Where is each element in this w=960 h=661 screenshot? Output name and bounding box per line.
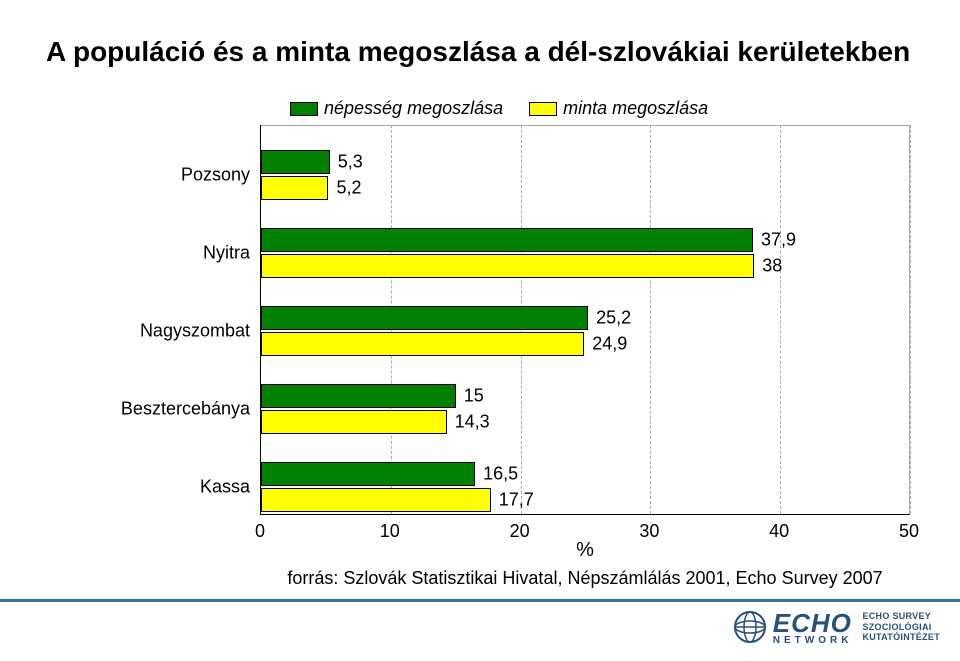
brand-sub: NETWORK [773,635,853,646]
page: A populáció és a minta megoszlása a dél-… [0,0,960,661]
legend-swatch-series1 [290,102,318,116]
gridline [910,125,911,514]
bar-value-label: 24,9 [592,334,627,355]
tag-line-2: SZOCIOLÓGIAI [862,622,940,632]
bar-value-label: 38 [762,256,782,277]
bar [261,176,328,200]
brand-logo: ECHO NETWORK [733,608,853,646]
legend-item-series1: népesség megoszlása [290,98,503,119]
bar-value-label: 15 [464,386,484,407]
x-tick-label: 30 [639,521,659,542]
legend-item-series2: minta megoszlása [529,98,708,119]
y-category-label: Nyitra [203,243,250,264]
x-tick-label: 40 [769,521,789,542]
x-tick-label: 20 [510,521,530,542]
legend-label-series2: minta megoszlása [563,98,708,119]
bar-value-label: 37,9 [761,230,796,251]
bar-value-label: 16,5 [483,464,518,485]
x-axis-ticks: 01020304050 [260,515,960,541]
tag-line-3: KUTATÓINTÉZET [862,632,940,642]
gridline [650,125,651,514]
brand-tagline: ECHO SURVEY SZOCIOLÓGIAI KUTATÓINTÉZET [862,611,940,642]
bar-value-label: 5,2 [336,178,361,199]
bar-value-label: 14,3 [455,412,490,433]
y-axis-labels: Pozsony Nyitra Nagyszombat Besztercebánya Ka… [110,125,260,515]
y-category-label: Kassa [200,477,250,498]
brand-text: ECHO NETWORK [773,608,853,646]
footer-inner: ECHO NETWORK ECHO SURVEY SZOCIOLÓGIAI KU… [0,608,960,646]
x-tick-label: 50 [899,521,919,542]
bar [261,332,584,356]
bar [261,306,588,330]
tag-line-1: ECHO SURVEY [862,611,940,621]
bar [261,254,754,278]
footer-rule [0,599,960,602]
bar [261,462,475,486]
x-axis-title: % [260,539,910,562]
plot-area: 5,3 5,2 37,9 38 25,2 24,9 15 14,3 16,5 17,7 [260,125,910,515]
legend-label-series1: népesség megoszlása [324,98,503,119]
gridline [780,125,781,514]
footer: ECHO NETWORK ECHO SURVEY SZOCIOLÓGIAI KU… [0,599,960,661]
source-text: forrás: Szlovák Statisztikai Hivatal, Né… [260,568,910,589]
globe-icon [733,610,767,644]
y-category-label: Pozsony [181,165,250,186]
bar-value-label: 5,3 [338,152,363,173]
page-title: A populáció és a minta megoszlása a dél-… [46,36,920,68]
y-category-label: Besztercebánya [121,399,250,420]
bar [261,228,753,252]
bar-value-label: 17,7 [499,490,534,511]
legend-swatch-series2 [529,102,557,116]
bar [261,384,456,408]
y-category-label: Nagyszombat [140,321,250,342]
bar [261,410,447,434]
x-tick-label: 0 [255,521,265,542]
x-tick-label: 10 [380,521,400,542]
plot-outer: Pozsony Nyitra Nagyszombat Besztercebánya Ka… [110,125,910,515]
bar [261,150,330,174]
chart: népesség megoszlása minta megoszlása Poz… [110,98,910,589]
bar [261,488,491,512]
legend: népesség megoszlása minta megoszlása [290,98,910,119]
bar-value-label: 25,2 [596,308,631,329]
